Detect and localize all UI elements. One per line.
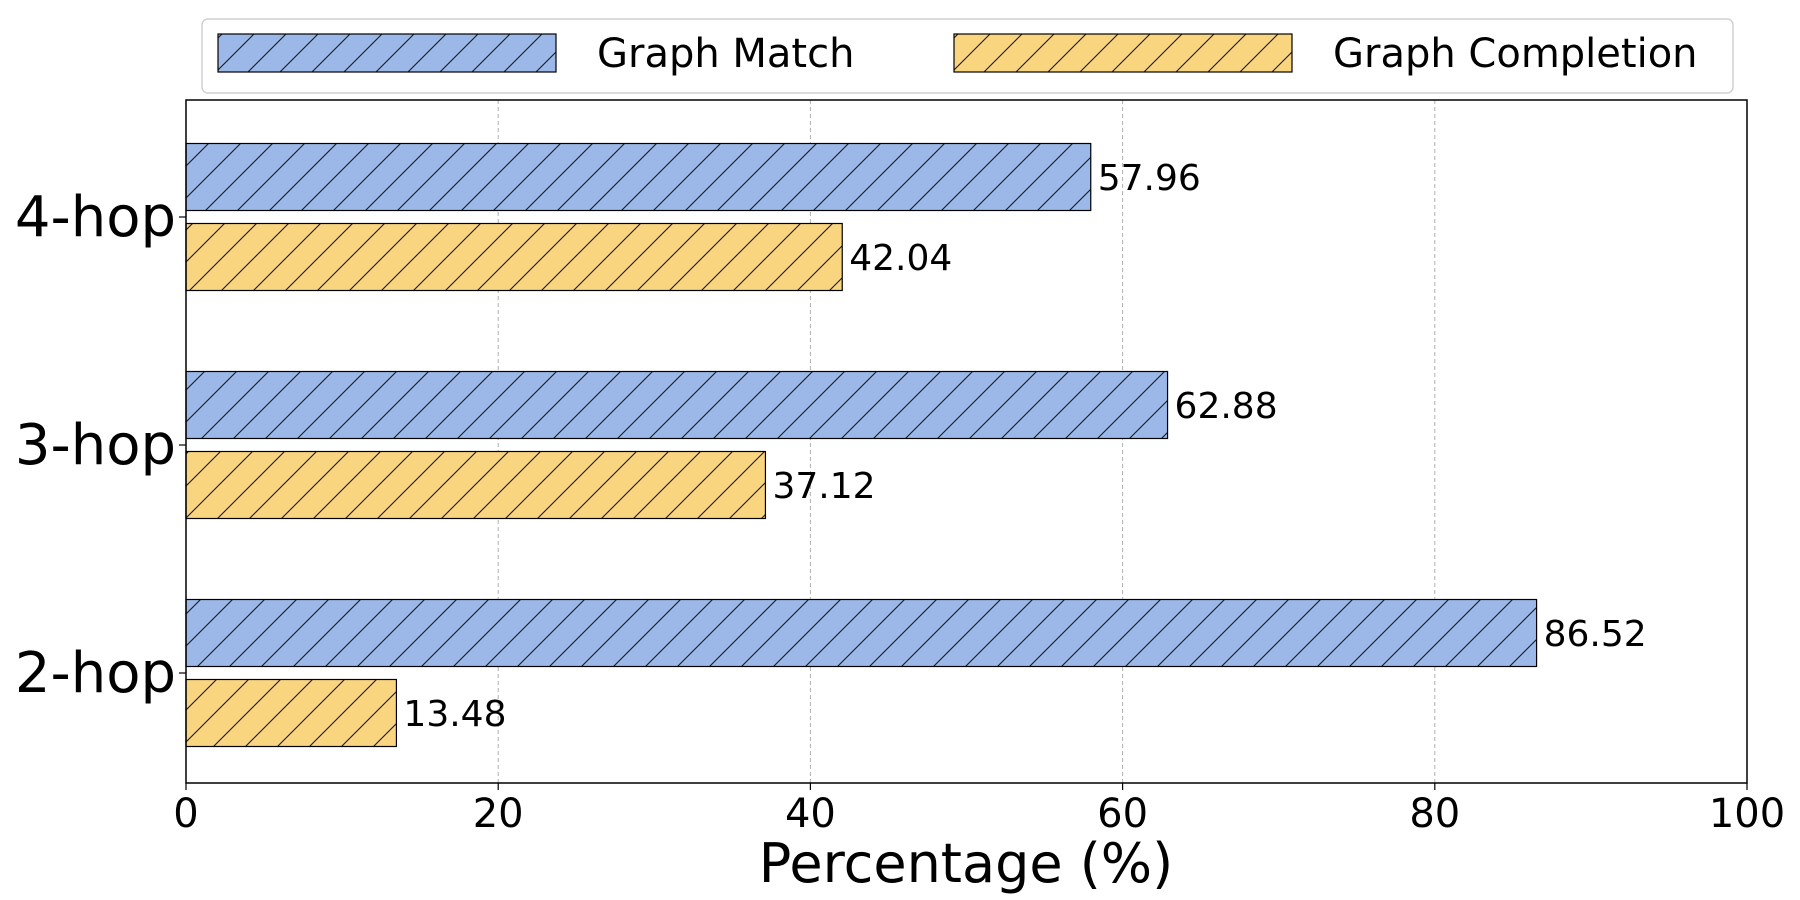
- bar-graph-completion-3-hop: [185, 450, 767, 520]
- legend-swatch-graph-completion: [953, 33, 1293, 73]
- legend-label-graph-completion: Graph Completion: [1333, 31, 1698, 77]
- bar-graph-match-2-hop: [185, 598, 1538, 668]
- y-tick-label-3-hop: 3-hop: [15, 413, 176, 478]
- bar-label-graph-completion-3-hop: 37.12: [772, 466, 875, 507]
- bar-label-graph-completion-4-hop: 42.04: [849, 238, 952, 279]
- legend: Graph Match Graph Completion: [201, 18, 1734, 94]
- bar-data-labels: 57.96 62.88 86.52 42.04 37.12 13.48: [403, 158, 1646, 735]
- legend-swatch-graph-match: [217, 33, 557, 73]
- bar-label-graph-match-3-hop: 62.88: [1175, 386, 1278, 427]
- y-tick-label-4-hop: 4-hop: [15, 185, 176, 250]
- x-axis-title: Percentage (%): [759, 832, 1173, 895]
- bar-label-graph-match-4-hop: 57.96: [1098, 158, 1201, 199]
- bar-graph-match-4-hop: [185, 142, 1092, 212]
- plot-frame: [185, 99, 1748, 784]
- x-tick-label-100: 100: [1709, 791, 1785, 837]
- x-tick-label-0: 0: [173, 791, 198, 837]
- y-axis: 4-hop 3-hop 2-hop: [15, 185, 186, 706]
- legend-label-graph-match: Graph Match: [597, 31, 854, 77]
- bar-graph-completion-4-hop: [185, 222, 843, 292]
- x-axis: 0 20 40 60 80 100: [173, 783, 1785, 837]
- bar-label-graph-completion-2-hop: 13.48: [403, 694, 506, 735]
- x-gridlines: [497, 100, 1436, 783]
- bar-label-graph-match-2-hop: 86.52: [1544, 614, 1647, 655]
- bar-graph-match-3-hop: [185, 370, 1169, 440]
- x-tick-label-80: 80: [1409, 791, 1460, 837]
- bar-graph-completion-2-hop: [185, 678, 398, 748]
- y-tick-label-2-hop: 2-hop: [15, 641, 176, 706]
- bars: [185, 142, 1538, 748]
- x-tick-label-40: 40: [785, 791, 836, 837]
- x-tick-label-20: 20: [473, 791, 524, 837]
- x-tick-label-60: 60: [1097, 791, 1148, 837]
